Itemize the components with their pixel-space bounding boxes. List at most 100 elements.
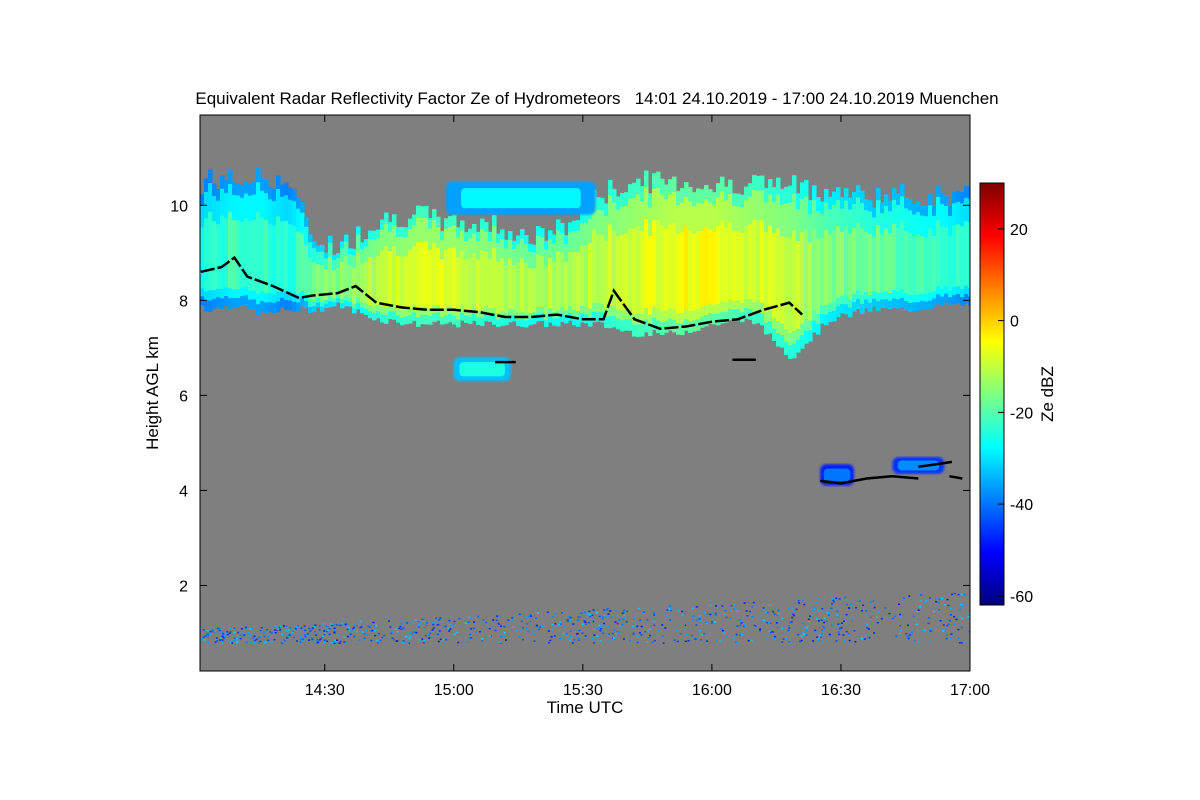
y-axis-ticks: 2 4 6 8 10	[170, 198, 970, 595]
clutter-pixel	[270, 632, 273, 634]
cloud-strip-core	[900, 221, 905, 290]
cloud-strip-core	[508, 258, 513, 309]
cloud-strip-core	[708, 229, 713, 304]
clutter-pixel	[606, 616, 609, 618]
cloud-strip-core	[424, 241, 429, 307]
clutter-pixel	[580, 612, 583, 614]
clutter-pixel	[535, 624, 538, 627]
clutter-pixel	[311, 627, 314, 629]
clutter-pixel	[289, 627, 292, 629]
cloud-strip-core	[700, 230, 705, 307]
cloud-strip-core	[892, 223, 897, 291]
clutter-pixel	[812, 640, 815, 642]
clutter-pixel	[818, 634, 821, 636]
clutter-pixel	[668, 608, 671, 610]
clutter-pixel	[958, 608, 961, 611]
cloud-strip-core	[860, 227, 865, 296]
clutter-pixel	[330, 641, 333, 644]
cloud-strip-core	[612, 230, 617, 307]
clutter-pixel	[853, 630, 856, 632]
cloud-strip-core	[520, 258, 525, 313]
clutter-pixel	[584, 635, 587, 637]
cloud-strip-core	[524, 262, 529, 314]
clutter-pixel	[569, 635, 572, 637]
clutter-pixel	[298, 642, 301, 644]
cloud-strip-core	[280, 221, 285, 290]
cloud-strip-core	[440, 259, 445, 311]
cloud-strip-core	[496, 261, 501, 314]
clutter-pixel	[538, 628, 541, 631]
clutter-pixel	[755, 625, 758, 627]
cloud-strip-core	[588, 243, 593, 309]
cloud-strip-core	[568, 251, 573, 307]
clutter-pixel	[218, 629, 221, 632]
clutter-pixel	[654, 614, 657, 616]
clutter-pixel	[740, 622, 743, 624]
clutter-pixel	[810, 614, 813, 617]
clutter-pixel	[617, 631, 620, 633]
clutter-pixel	[226, 633, 229, 636]
clutter-pixel	[466, 641, 469, 643]
clutter-pixel	[204, 635, 207, 637]
clutter-pixel	[746, 615, 749, 617]
clutter-pixel	[360, 626, 363, 628]
clutter-pixel	[847, 607, 850, 609]
clutter-pixel	[705, 622, 708, 625]
cloud-strip-core	[276, 216, 281, 292]
clutter-pixel	[842, 634, 845, 636]
clutter-pixel	[823, 621, 826, 624]
clutter-pixel	[251, 627, 254, 629]
clutter-pixel	[960, 642, 963, 644]
clutter-pixel	[316, 642, 319, 644]
clutter-pixel	[475, 631, 478, 633]
cloud-strip-core	[572, 252, 577, 310]
clutter-pixel	[422, 642, 425, 644]
clutter-pixel	[499, 635, 502, 638]
cloud-strip-core	[816, 238, 821, 314]
cloud-strip-core	[680, 232, 685, 314]
clutter-pixel	[371, 629, 374, 632]
clutter-pixel	[226, 631, 229, 633]
clutter-pixel	[314, 638, 317, 641]
x-axis-label: Time UTC	[547, 698, 624, 717]
clutter-pixel	[264, 641, 267, 643]
clutter-pixel	[572, 623, 575, 625]
clutter-pixel	[877, 611, 880, 613]
clutter-pixel	[850, 603, 853, 606]
clutter-pixel	[773, 635, 776, 638]
clutter-pixel	[670, 607, 673, 609]
clutter-pixel	[281, 633, 284, 636]
clutter-pixel	[884, 607, 887, 609]
clutter-pixel	[868, 610, 871, 613]
clutter-pixel	[526, 622, 529, 625]
clutter-pixel	[818, 626, 821, 629]
clutter-pixel	[438, 630, 441, 632]
clutter-pixel	[607, 633, 610, 635]
clutter-pixel	[736, 610, 739, 613]
clutter-pixel	[495, 619, 498, 622]
clutter-pixel	[797, 633, 800, 636]
x-tick-label: 17:00	[950, 682, 990, 699]
clutter-pixel	[684, 640, 687, 643]
clutter-pixel	[869, 600, 872, 603]
cloud-strip-core	[252, 220, 257, 291]
clutter-pixel	[838, 598, 841, 600]
clutter-pixel	[616, 630, 619, 633]
clutter-pixel	[216, 627, 219, 630]
clutter-pixel	[292, 630, 295, 633]
clutter-pixel	[833, 601, 836, 603]
cloud-strip-core	[856, 222, 861, 291]
cloud-strip-core	[772, 233, 777, 318]
cloud-strip-core	[648, 236, 653, 315]
clutter-pixel	[503, 631, 506, 634]
clutter-pixel	[422, 620, 425, 623]
clutter-pixel	[838, 623, 841, 626]
clutter-pixel	[439, 638, 442, 641]
clutter-pixel	[299, 641, 302, 643]
clutter-pixel	[224, 632, 227, 635]
clutter-pixel	[611, 632, 614, 635]
clutter-pixel	[343, 636, 346, 638]
clutter-pixel	[289, 633, 292, 635]
cloud-strip-core	[324, 269, 329, 300]
clutter-pixel	[703, 632, 706, 635]
